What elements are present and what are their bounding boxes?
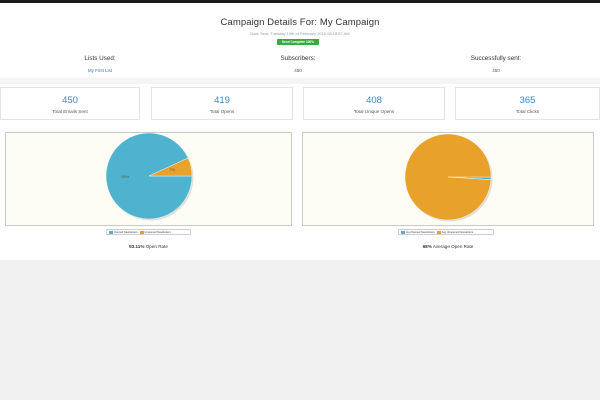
status-badge: Send Complete 100% [277,39,319,45]
legend-label-avg-unopened: Avg Unopened Newsletters [441,230,474,234]
open-rate-value: 93.11% [129,244,145,249]
open-rate-pie: 93% 7% [105,132,194,221]
pie-slice-avg-unopened-newsletters [404,133,492,221]
average-open-rate-pie [404,133,493,222]
average-open-rate-label: Average Open Rate [432,244,474,249]
pie-slice-label: 93% [121,174,129,179]
total-clicks-caption: Total Clicks [515,109,540,114]
total-clicks-value: 365 [519,95,536,106]
subscribers-value: 450 [294,68,302,73]
average-open-rate-value: 68% [422,244,432,249]
legend-label-unopened: Unopened Newsletters [144,230,171,234]
emails-sent-value: 450 [62,95,78,106]
average-open-rate-chart [302,132,594,226]
pie-slice-unopened-newsletters [148,157,193,177]
date-sent: Date Sent: Tuesday 10th of February 2015… [250,31,350,36]
successfully-sent: Successfully sent: 450 [426,55,566,73]
legend-swatch-opened [109,230,113,234]
pie-slice-label: 7% [169,167,175,172]
total-opens-caption: Total Opens [209,109,235,114]
stat-card-total-opens: 419 Total Opens [151,87,293,120]
list-link[interactable]: My First List [87,68,113,73]
stat-card-total-clicks: 365 Total Clicks [455,87,600,120]
subscribers-label: Subscribers: [280,55,316,62]
legend-label-opened: Opened Newsletters [114,230,138,234]
legend-swatch-avg-opened [401,230,405,234]
total-opens-value: 419 [214,95,230,106]
campaign-header: Campaign Details For: My Campaign Date S… [0,3,600,83]
average-open-rate: 68% Average Open Rate [302,244,594,249]
average-open-rate-legend: Avg Opened Newsletters Avg Unopened News… [398,229,494,235]
unique-opens-value: 408 [366,95,382,106]
stat-card-emails-sent: 450 Total Emails Sent [0,87,140,120]
open-rate-legend: Opened Newsletters Unopened Newsletters [106,229,191,235]
legend-swatch-avg-unopened [436,230,441,234]
open-rate-label: Open Rate [145,244,168,249]
sent-value: 450 [492,68,500,73]
top-bar [0,0,600,3]
emails-sent-caption: Total Emails Sent [52,109,88,114]
lists-used: Lists Used: My First List [30,55,170,73]
unique-opens-caption: Total Unique Opens [353,109,395,114]
section-divider [0,78,600,84]
page-title: Campaign Details For: My Campaign [220,17,380,28]
lists-used-label: Lists Used: [84,55,116,62]
sent-label: Successfully sent: [470,55,522,62]
open-rate-chart: 93% 7% [5,132,292,226]
legend-swatch-unopened [139,230,144,234]
open-rate: 93.11% Open Rate [5,244,292,249]
stat-card-unique-opens: 408 Total Unique Opens [303,87,445,120]
subscribers: Subscribers: 450 [228,55,368,73]
legend-label-avg-opened: Avg Opened Newsletters [406,230,435,234]
